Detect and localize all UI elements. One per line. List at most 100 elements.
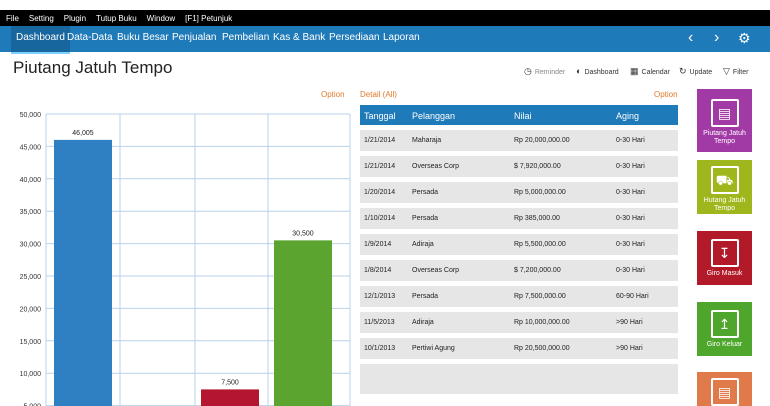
table-cell: 10/1/2013 [364,345,396,352]
table-row[interactable]: 1/20/2014 Persada Rp 5,000,000.00 0-30 Hari [360,182,678,203]
table-cell: Pertiwi Agung [412,345,455,352]
y-tick-label: 10,000 [20,371,42,378]
table-cell: Rp 385,000.00 [514,215,560,222]
table-cell: Overseas Corp [412,267,460,274]
header-tanggal: Tanggal [364,111,396,121]
y-tick-label: 30,000 [20,242,42,249]
filter-button[interactable]: ▽ Filter [723,66,749,76]
menu-plugin[interactable]: Plugin [63,14,87,23]
dashboard-button[interactable]: ◐ Dashboard [576,66,619,76]
table-cell: 1/20/2014 [364,189,396,196]
table-cell: Maharaja [412,137,442,144]
table-cell: Overseas Corp [412,163,460,170]
calendar-button[interactable]: ▦ Calendar [630,66,670,76]
tab-penjualan[interactable]: Penjualan [172,32,217,43]
menu-setting[interactable]: Setting [28,14,54,23]
table-cell: $ 7,200,000.00 [514,267,561,274]
tab-persediaan[interactable]: Persediaan [329,32,380,43]
table-cell: 0-30 Hari [616,137,645,144]
table-cell: >90 Hari [616,345,643,352]
y-tick-label: 5,000 [23,404,41,406]
dashboard-icon: ◐ [576,66,582,76]
table-header: Tanggal Pelanggan Nilai Aging [360,105,678,125]
calendar-icon: ▦ [630,66,639,76]
tile-piutang-jatuh-tempo[interactable]: ▤ Piutang Jatuh Tempo [697,89,752,152]
table-cell: 1/10/2014 [364,215,396,222]
header-pelanggan: Pelanggan [412,111,456,121]
tab-kas-bank[interactable]: Kas & Bank [273,32,326,43]
table-cell: 1/21/2014 [364,137,396,144]
y-tick-label: 50,000 [20,112,42,119]
nav-bar: Dashboard Data-Data Buku Besar Penjualan… [0,26,770,54]
forward-icon[interactable]: › [714,29,720,46]
table-cell: 60-90 Hari [616,293,649,300]
refresh-icon: ↻ [679,66,687,76]
detail-all-link[interactable]: Detail (All) [360,90,397,99]
tile-giro-masuk[interactable]: ↧ Giro Masuk [697,231,752,285]
table-cell: Adiraja [412,319,434,326]
menu-tutup-buku[interactable]: Tutup Buku [96,14,137,23]
clock-icon: ◷ [524,66,532,76]
download-icon: ↧ [710,239,739,267]
page-title: Piutang Jatuh Tempo [13,58,173,77]
y-tick-label: 40,000 [20,177,42,184]
upload-icon: ↥ [710,310,739,338]
table-cell: Rp 7,500,000.00 [514,293,566,300]
table-cell: Persada [412,189,439,196]
reminder-button[interactable]: ◷ Reminder [524,66,566,76]
tab-data-data[interactable]: Data-Data [67,32,113,43]
table-row[interactable]: 10/1/2013 Pertiwi Agung Rp 20,500,000.00 >9… [360,338,678,359]
tile-hutang-jatuh-tempo[interactable]: ⛟ Hutang Jatuh Tempo [697,160,752,214]
table-cell: 0-30 Hari [616,163,645,170]
bar [201,389,259,406]
table-cell: 11/5/2013 [364,319,395,326]
y-tick-label: 15,000 [20,339,42,346]
header-nilai: Nilai [514,111,532,121]
tab-pembelian[interactable]: Pembelian [222,32,270,43]
table-row[interactable]: 11/5/2013 Adiraja Rp 10,000,000.00 >90 Hari [360,312,678,333]
header-aging: Aging [616,111,640,121]
gear-icon[interactable]: ⚙ [738,30,751,46]
tab-dashboard[interactable]: Dashboard [11,26,70,54]
document-icon: ▤ [710,378,739,406]
y-tick-label: 25,000 [20,274,42,281]
table-row[interactable]: 1/21/2014 Overseas Corp $ 7,920,000.00 0-30… [360,156,678,177]
table-cell: 1/8/2014 [364,267,392,274]
table-row[interactable]: 1/10/2014 Persada Rp 385,000.00 0-30 Hari [360,208,678,229]
table-cell: 12/1/2013 [364,293,396,300]
table-cell: Persada [412,293,439,300]
menu-bar: File Setting Plugin Tutup Buku Window [F1] Pe… [0,10,770,26]
menu-window[interactable]: Window [146,14,176,23]
table-option-link[interactable]: Option [654,90,678,99]
tab-buku-besar[interactable]: Buku Besar [117,32,169,43]
document-icon: ▤ [710,99,739,127]
bar [274,240,332,406]
filter-icon: ▽ [723,66,730,76]
tile-giro-keluar[interactable]: ↥ Giro Keluar [697,302,752,356]
table-cell: 0-30 Hari [616,215,645,222]
table-row[interactable]: 12/1/2013 Persada Rp 7,500,000.00 60-90 Har… [360,286,678,307]
table-cell: Rp 5,000,000.00 [514,189,566,196]
table-cell: Rp 20,000,000.00 [514,137,570,144]
data-label: 7,500 [221,379,239,386]
update-button[interactable]: ↻ Update [679,66,713,76]
bar-chart: 50,000 45,000 40,000 35,000 30,000 25,000 20,0… [20,112,351,406]
table-cell: 1/21/2014 [364,163,396,170]
table-row[interactable] [360,364,678,394]
table-cell: Rp 5,500,000.00 [514,241,566,248]
table-cell: Adiraja [412,241,434,248]
tile-partial[interactable]: ▤ [697,372,752,406]
table-row[interactable]: 1/8/2014 Overseas Corp $ 7,200,000.00 0-30 … [360,260,678,281]
table-row[interactable]: 1/21/2014 Maharaja Rp 20,000,000.00 0-30 Ha… [360,130,678,151]
chart-option-link[interactable]: Option [321,90,345,99]
bar [54,139,112,406]
menu-file[interactable]: File [6,14,19,23]
tab-laporan[interactable]: Laporan [383,32,420,43]
y-tick-label: 20,000 [20,306,42,313]
table-cell: Persada [412,215,439,222]
back-icon[interactable]: ‹ [688,29,694,46]
menu-petunjuk[interactable]: [F1] Petunjuk [185,14,233,23]
table-row[interactable]: 1/9/2014 Adiraja Rp 5,500,000.00 0-30 Hari [360,234,678,255]
table-cell: 1/9/2014 [364,241,392,248]
y-tick-label: 45,000 [20,144,42,151]
